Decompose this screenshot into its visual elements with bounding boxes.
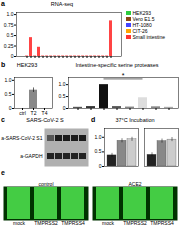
html-text:Intestine-specific serine prot: Intestine-specific serine proteases (75, 62, 159, 68)
svg-text:TMPRSS2: TMPRSS2 (123, 220, 147, 226)
svg-text:0: 0 (11, 53, 14, 59)
html-text:SARS-CoV-2 S: SARS-CoV-2 S (26, 117, 64, 123)
html-text:HEK293: HEK293 (132, 10, 152, 16)
html-text:a: a (1, 0, 5, 7)
svg-text:1.0: 1.0 (59, 81, 66, 87)
svg-text:0.5: 0.5 (5, 91, 12, 97)
svg-text:T2: T2 (31, 110, 37, 116)
html-text:HT-1080: HT-1080 (132, 22, 152, 28)
html-text:CIT-26: CIT-26 (132, 28, 148, 34)
svg-text:mock: mock (13, 220, 25, 226)
svg-text:*: * (122, 72, 125, 79)
svg-text:TMPRSS4: TMPRSS4 (61, 220, 85, 226)
svg-text:0: 0 (9, 105, 12, 111)
html-text:RNA-seq: RNA-seq (50, 1, 74, 7)
html-text:Vero E1.5: Vero E1.5 (132, 16, 155, 22)
svg-text:0.5: 0.5 (7, 32, 14, 38)
svg-text:a-SARS-CoV-2 S1: a-SARS-CoV-2 S1 (1, 135, 42, 141)
html-text:b: b (1, 61, 6, 68)
svg-text:0.5: 0.5 (59, 93, 66, 99)
svg-text:0.5: 0.5 (95, 148, 102, 154)
html-text:Small intestine: Small intestine (132, 34, 165, 40)
svg-text:1.0: 1.0 (5, 77, 12, 83)
svg-text:1.0: 1.0 (95, 134, 102, 140)
html-text:HEK293: HEK293 (16, 62, 38, 68)
svg-text:TMPRSS4: TMPRSS4 (150, 220, 174, 226)
svg-text:mock: mock (102, 220, 114, 226)
svg-text:0: 0 (99, 163, 102, 169)
svg-text:1.0: 1.0 (7, 11, 14, 17)
html-text:d: d (91, 116, 96, 123)
svg-text:ctrl: ctrl (19, 110, 26, 116)
svg-text:0.25: 0.25 (4, 43, 14, 49)
svg-text:0: 0 (63, 105, 66, 111)
svg-text:control: control (38, 181, 53, 187)
svg-text:a-GAPDH: a-GAPDH (20, 153, 43, 159)
svg-text:0.75: 0.75 (4, 22, 14, 28)
html-text:37°C Incubation: 37°C Incubation (115, 117, 155, 123)
svg-text:TMPRSS2: TMPRSS2 (34, 220, 58, 226)
html-text:e: e (1, 169, 5, 176)
svg-text:T4: T4 (42, 110, 48, 116)
svg-text:ACE2: ACE2 (128, 181, 141, 187)
html-text:c: c (1, 116, 5, 123)
